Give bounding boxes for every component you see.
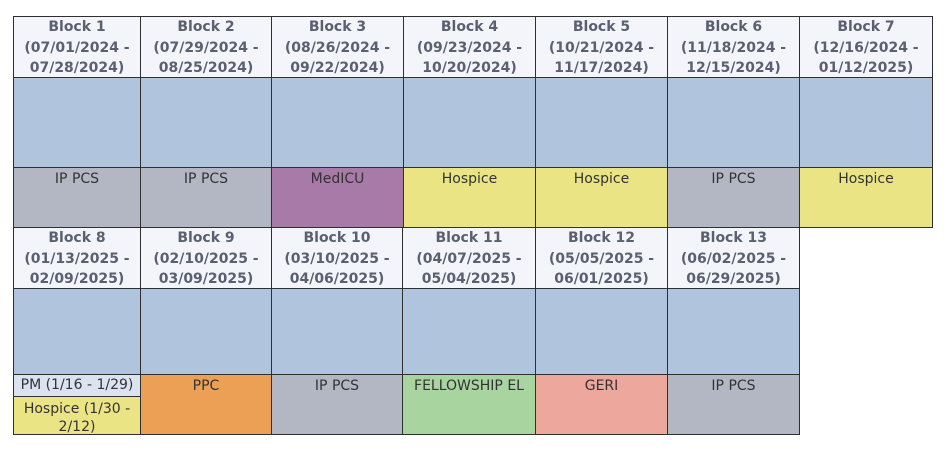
block-range-end: 06/29/2025) xyxy=(686,271,781,287)
block-header: Block 2 (07/29/2024 - 08/25/2024) xyxy=(140,16,272,78)
block-range-end: 01/12/2025) xyxy=(818,60,914,76)
block-empty-cell xyxy=(140,288,272,375)
rotation-cell: IP PCS xyxy=(140,167,272,228)
block-name: Block 5 xyxy=(572,19,631,35)
block-range-end: 11/17/2024) xyxy=(554,60,649,76)
block-header: Block 8 (01/13/2025 - 02/09/2025) xyxy=(13,227,141,289)
block-name: Block 4 xyxy=(440,19,499,35)
block-range-start: (06/02/2025 - xyxy=(680,250,787,267)
block-range-end: 05/04/2025) xyxy=(421,271,517,287)
rotation-cell: Hospice xyxy=(799,167,933,228)
block-range-start: (04/07/2025 - xyxy=(416,250,522,267)
block-header: Block 9 (02/10/2025 - 03/09/2025) xyxy=(140,227,272,289)
block-empty-cell xyxy=(667,77,800,168)
rotation-cell: Hospice xyxy=(535,167,668,228)
rotation-cell: Hospice xyxy=(403,167,536,228)
block-range-end: 12/15/2024) xyxy=(686,60,781,76)
block-name: Block 2 xyxy=(177,19,235,35)
block-name: Block 6 xyxy=(704,19,763,35)
block-name: Block 11 xyxy=(435,230,503,246)
block-range-end: 09/22/2024) xyxy=(290,60,385,76)
rotation-cell: FELLOWSHIP EL xyxy=(402,374,536,435)
block-empty-cell xyxy=(403,77,536,168)
rotation-cell-hospice: Hospice (1/30 - 2/12) xyxy=(13,396,141,435)
rotation-cell: IP PCS xyxy=(667,167,800,228)
block-empty-cell xyxy=(799,77,933,168)
rotation-line: Hospice (1/30 - xyxy=(23,401,131,417)
block-header: Block 1 (07/01/2024 - 07/28/2024) xyxy=(13,16,141,78)
rotation-cell: PPC xyxy=(140,374,272,435)
block-empty-cell xyxy=(271,77,404,168)
block-header: Block 5 (10/21/2024 - 11/17/2024) xyxy=(535,16,668,78)
block-range-start: (11/18/2024 - xyxy=(680,39,787,56)
block-range-start: (08/26/2024 - xyxy=(284,39,391,56)
block-name: Block 9 xyxy=(177,230,235,246)
block-range-start: (07/01/2024 - xyxy=(24,39,130,56)
block-range-end: 06/01/2025) xyxy=(554,271,649,287)
block-range-start: (01/13/2025 - xyxy=(24,250,130,267)
block-header: Block 4 (09/23/2024 - 10/20/2024) xyxy=(403,16,536,78)
block-header: Block 11 (04/07/2025 - 05/04/2025) xyxy=(402,227,536,289)
block-header: Block 6 (11/18/2024 - 12/15/2024) xyxy=(667,16,800,78)
block-range-start: (07/29/2024 - xyxy=(153,39,259,56)
block-name: Block 8 xyxy=(48,230,106,246)
block-range-start: (09/23/2024 - xyxy=(416,39,523,56)
rotation-cell: IP PCS xyxy=(271,374,403,435)
block-name: Block 10 xyxy=(303,230,371,246)
block-empty-cell xyxy=(13,288,141,375)
block-empty-cell xyxy=(13,77,141,168)
block-empty-cell xyxy=(271,288,403,375)
block-header: Block 7 (12/16/2024 - 01/12/2025) xyxy=(799,16,933,78)
block-range-start: (10/21/2024 - xyxy=(548,39,655,56)
block-empty-cell xyxy=(535,77,668,168)
block-range-start: (03/10/2025 - xyxy=(284,250,390,267)
block-header: Block 10 (03/10/2025 - 04/06/2025) xyxy=(271,227,403,289)
rotation-cell: MedICU xyxy=(271,167,404,228)
block-name: Block 13 xyxy=(699,230,768,246)
block-range-end: 04/06/2025) xyxy=(289,271,385,287)
block-empty-cell xyxy=(140,77,272,168)
block-empty-cell xyxy=(667,288,800,375)
block-empty-cell xyxy=(402,288,536,375)
rotation-cell: IP PCS xyxy=(667,374,800,435)
block-name: Block 1 xyxy=(48,19,106,35)
rotation-cell: IP PCS xyxy=(13,167,141,228)
rotation-cell-pm: PM (1/16 - 1/29) xyxy=(13,374,141,397)
block-range-start: (12/16/2024 - xyxy=(813,39,919,56)
block-name: Block 7 xyxy=(837,19,895,35)
block-name: Block 3 xyxy=(308,19,367,35)
block-range-start: (05/05/2025 - xyxy=(548,250,655,267)
block-range-start: (02/10/2025 - xyxy=(153,250,259,267)
rotation-line: 2/12) xyxy=(58,419,96,435)
block-range-end: 03/09/2025) xyxy=(158,271,254,287)
block-range-end: 02/09/2025) xyxy=(29,271,125,287)
block-header: Block 12 (05/05/2025 - 06/01/2025) xyxy=(535,227,668,289)
rotation-cell: GERI xyxy=(535,374,668,435)
block-empty-cell xyxy=(535,288,668,375)
block-range-end: 07/28/2024) xyxy=(29,60,125,76)
block-name: Block 12 xyxy=(567,230,636,246)
block-header: Block 13 (06/02/2025 - 06/29/2025) xyxy=(667,227,800,289)
block-range-end: 08/25/2024) xyxy=(158,60,254,76)
block-header: Block 3 (08/26/2024 - 09/22/2024) xyxy=(271,16,404,78)
block-range-end: 10/20/2024) xyxy=(422,60,517,76)
